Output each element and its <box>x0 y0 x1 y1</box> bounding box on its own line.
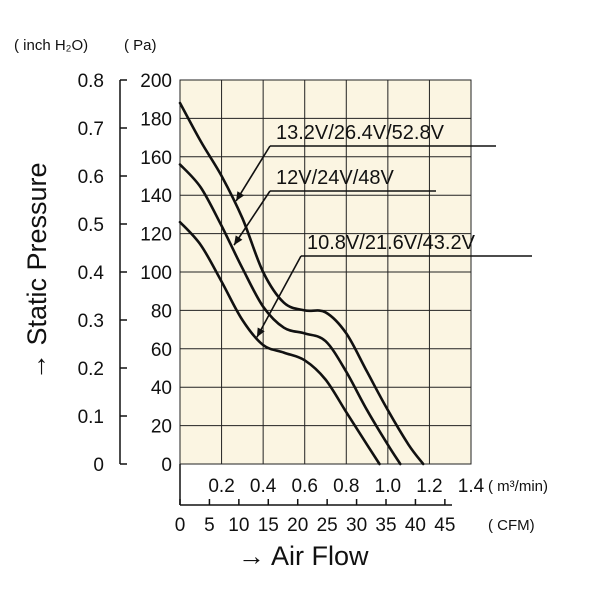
y-tick-label-pa: 180 <box>140 109 172 130</box>
series-leader-line <box>256 255 302 338</box>
x-tick-label-m3min: 1.4 <box>458 476 485 497</box>
y-tick-label-inch: 0.6 <box>78 167 104 188</box>
x-tick-label-cfm: 45 <box>434 515 455 536</box>
x-tick-label-cfm: 30 <box>346 515 367 536</box>
x-tick-label-cfm: 20 <box>287 515 308 536</box>
x-tick-label-m3min: 0.4 <box>250 476 277 497</box>
y-unit-pa-label: ( Pa) <box>124 37 157 54</box>
series-leader-line <box>235 145 271 202</box>
y-tick-label-inch: 0 <box>93 455 104 476</box>
y-tick-label-pa: 140 <box>140 186 172 207</box>
x-tick-label-cfm: 35 <box>375 515 396 536</box>
y-tick-label-pa: 200 <box>140 71 172 92</box>
series-curves <box>178 101 425 466</box>
axes <box>119 79 452 506</box>
series-label-10-8v: 10.8V/21.6V/43.2V <box>307 232 476 254</box>
y-tick-label-pa: 40 <box>151 378 172 399</box>
tick-labels: 02040608010012014016018020000.10.20.30.4… <box>78 71 485 536</box>
x-unit-cfm-label: ( CFM) <box>488 517 535 534</box>
x-tick-label-cfm: 0 <box>175 515 186 536</box>
x-tick-label-m3min: 0.8 <box>333 476 359 497</box>
y-tick-label-inch: 0.1 <box>78 407 104 428</box>
series-line-13-2v <box>178 101 425 466</box>
y-tick-label-pa: 160 <box>140 148 172 169</box>
series-leader-line <box>233 190 271 246</box>
series-leader-arrowhead <box>234 235 243 246</box>
x-tick-label-cfm: 10 <box>228 515 249 536</box>
series-labels: 13.2V/26.4V/52.8V 12V/24V/48V 10.8V/21.6V/… <box>233 122 532 338</box>
y-tick-label-inch: 0.3 <box>78 311 104 332</box>
x-tick-label-m3min: 1.2 <box>416 476 442 497</box>
x-tick-label-m3min: 0.6 <box>292 476 318 497</box>
y-tick-label-pa: 20 <box>151 417 172 438</box>
series-line-12v <box>178 163 402 466</box>
series-line-10-8v <box>178 220 381 466</box>
y-unit-inch-label: ( inch H₂O) <box>14 37 88 54</box>
x-tick-label-cfm: 5 <box>204 515 215 536</box>
x-axis-title: → Air Flow <box>238 541 369 571</box>
y-tick-label-pa: 60 <box>151 340 172 361</box>
y-tick-label-inch: 0.8 <box>78 71 104 92</box>
x-tick-label-m3min: 1.0 <box>375 476 401 497</box>
series-leader-arrowhead <box>256 327 265 338</box>
y-tick-label-inch: 0.4 <box>78 263 105 284</box>
y-tick-label-inch: 0.2 <box>78 359 104 380</box>
x-tick-label-cfm: 15 <box>258 515 279 536</box>
y-tick-label-pa: 100 <box>140 263 172 284</box>
x-unit-m3min-label: ( m³/min) <box>488 478 548 495</box>
y-tick-label-pa: 0 <box>161 455 172 476</box>
x-tick-label-cfm: 40 <box>405 515 426 536</box>
y-tick-label-pa: 120 <box>140 225 172 246</box>
x-tick-label-cfm: 25 <box>317 515 338 536</box>
series-leader-arrowhead <box>236 191 245 201</box>
grid-lines <box>180 80 471 464</box>
y-tick-label-inch: 0.5 <box>78 215 104 236</box>
series-label-13-2v: 13.2V/26.4V/52.8V <box>276 122 445 144</box>
y-tick-label-inch: 0.7 <box>78 119 104 140</box>
y-tick-label-pa: 80 <box>151 301 172 322</box>
x-tick-label-m3min: 0.2 <box>208 476 234 497</box>
series-label-12v: 12V/24V/48V <box>276 167 395 189</box>
y-axis-title: → Static Pressure <box>22 162 52 380</box>
